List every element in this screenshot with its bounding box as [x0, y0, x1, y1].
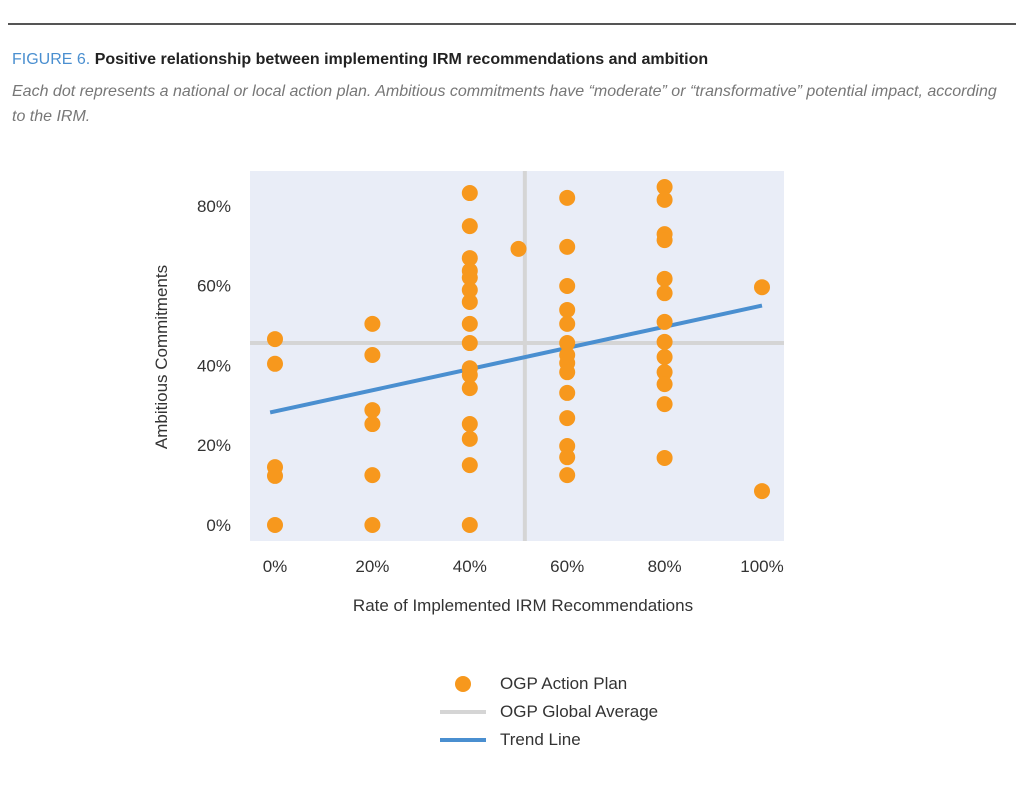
data-point: [559, 238, 576, 255]
data-point: [656, 270, 673, 287]
data-point: [461, 281, 478, 298]
data-point: [656, 349, 673, 366]
line-icon: [440, 710, 486, 714]
data-point: [559, 384, 576, 401]
data-point: [461, 430, 478, 447]
data-point: [461, 416, 478, 433]
data-point: [461, 335, 478, 352]
x-tick-label: 100%: [740, 557, 783, 576]
data-point: [559, 437, 576, 454]
line-icon: [440, 738, 486, 742]
data-point: [461, 250, 478, 267]
legend-item-trend-line: Trend Line: [440, 726, 658, 754]
x-axis-title: Rate of Implemented IRM Recommendations: [353, 596, 693, 615]
data-point: [754, 279, 770, 296]
data-point: [364, 467, 381, 484]
data-point: [364, 402, 381, 419]
data-point: [461, 269, 478, 286]
data-point: [510, 240, 527, 257]
data-point: [559, 189, 576, 206]
data-point: [461, 517, 478, 533]
data-point: [559, 301, 576, 318]
trend-line: [269, 303, 763, 415]
data-point: [267, 355, 283, 372]
legend: OGP Action Plan OGP Global Average Trend…: [440, 670, 658, 754]
data-point: [559, 335, 576, 352]
figure-label: FIGURE 6.: [12, 51, 91, 68]
data-point: [559, 277, 576, 294]
data-point: [559, 449, 576, 466]
x-tick-label: 20%: [355, 557, 389, 576]
data-point: [656, 376, 673, 393]
data-point: [461, 293, 478, 310]
data-point: [364, 517, 381, 533]
y-tick-label: 0%: [206, 516, 231, 535]
y-axis-ticks: 0% 20% 40% 60% 80%: [197, 197, 231, 535]
legend-item-action-plan: OGP Action Plan: [440, 670, 658, 698]
plot-area: [250, 171, 784, 541]
data-point: [656, 285, 673, 302]
data-point: [754, 483, 770, 500]
y-tick-label: 40%: [197, 356, 231, 375]
data-point: [656, 449, 673, 466]
data-point: [461, 457, 478, 474]
data-point: [559, 315, 576, 332]
legend-item-global-average: OGP Global Average: [440, 698, 658, 726]
figure-subtitle: Each dot represents a national or local …: [12, 83, 997, 125]
data-point: [364, 416, 381, 433]
data-point: [461, 218, 478, 235]
data-point: [559, 364, 576, 381]
data-points: [267, 179, 770, 533]
data-point: [559, 467, 576, 484]
data-point: [267, 467, 283, 484]
x-tick-label: 80%: [648, 557, 682, 576]
y-tick-label: 20%: [197, 436, 231, 455]
data-point: [461, 315, 478, 332]
data-point: [656, 333, 673, 350]
data-point: [656, 232, 673, 249]
data-point: [656, 313, 673, 330]
x-tick-label: 60%: [550, 557, 584, 576]
data-point: [267, 331, 283, 348]
data-point: [461, 366, 478, 383]
y-axis-title: Ambitious Commitments: [152, 265, 171, 449]
data-point: [656, 191, 673, 208]
data-point: [559, 410, 576, 427]
x-tick-label: 0%: [263, 557, 288, 576]
y-tick-label: 60%: [197, 277, 231, 296]
dot-icon: [455, 676, 471, 692]
data-point: [656, 396, 673, 413]
data-point: [656, 364, 673, 381]
x-axis-ticks: 0% 20% 40% 60% 80% 100%: [263, 557, 784, 576]
data-point: [656, 179, 673, 196]
data-point: [364, 347, 381, 364]
data-point: [461, 380, 478, 397]
data-point: [364, 315, 381, 332]
data-point: [461, 185, 478, 202]
figure-title-text: Positive relationship between implementi…: [94, 51, 709, 68]
x-tick-label: 40%: [453, 557, 487, 576]
y-tick-label: 80%: [197, 197, 231, 216]
data-point: [267, 517, 283, 533]
top-divider: [8, 23, 1016, 25]
figure-title: FIGURE 6. Positive relationship between …: [12, 51, 708, 69]
